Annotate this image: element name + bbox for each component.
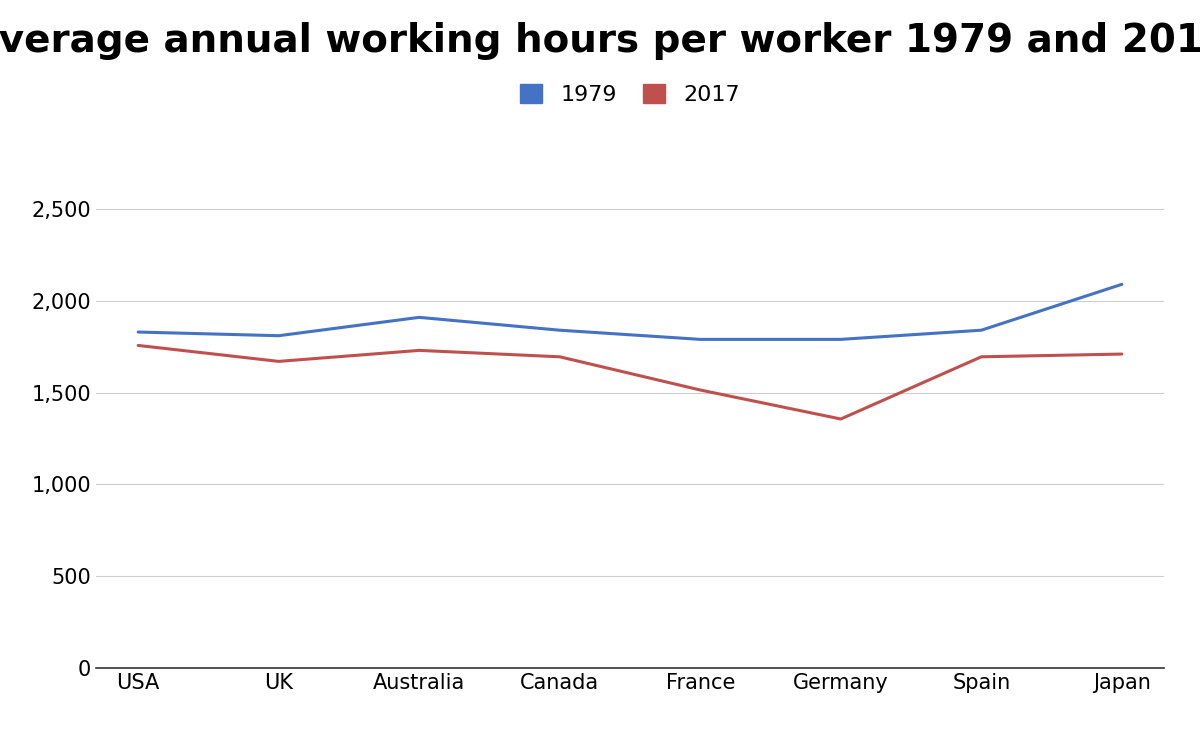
2017 bbox=[271, 357, 286, 366]
Legend: 1979, 2017: 1979, 2017 bbox=[520, 84, 740, 105]
2017 bbox=[552, 352, 566, 361]
2017 bbox=[412, 346, 426, 355]
1979 bbox=[834, 335, 848, 344]
2017 bbox=[1115, 349, 1129, 358]
2017 bbox=[834, 415, 848, 424]
Text: Average annual working hours per worker 1979 and 2017: Average annual working hours per worker … bbox=[0, 22, 1200, 60]
1979 bbox=[271, 331, 286, 340]
2017 bbox=[974, 352, 989, 361]
1979 bbox=[412, 313, 426, 322]
1979 bbox=[1115, 280, 1129, 289]
2017 bbox=[131, 341, 145, 350]
Line: 1979: 1979 bbox=[138, 284, 1122, 339]
1979 bbox=[974, 326, 989, 335]
1979 bbox=[694, 335, 708, 344]
1979 bbox=[131, 327, 145, 336]
Line: 2017: 2017 bbox=[138, 346, 1122, 419]
2017 bbox=[694, 386, 708, 395]
1979 bbox=[552, 326, 566, 335]
